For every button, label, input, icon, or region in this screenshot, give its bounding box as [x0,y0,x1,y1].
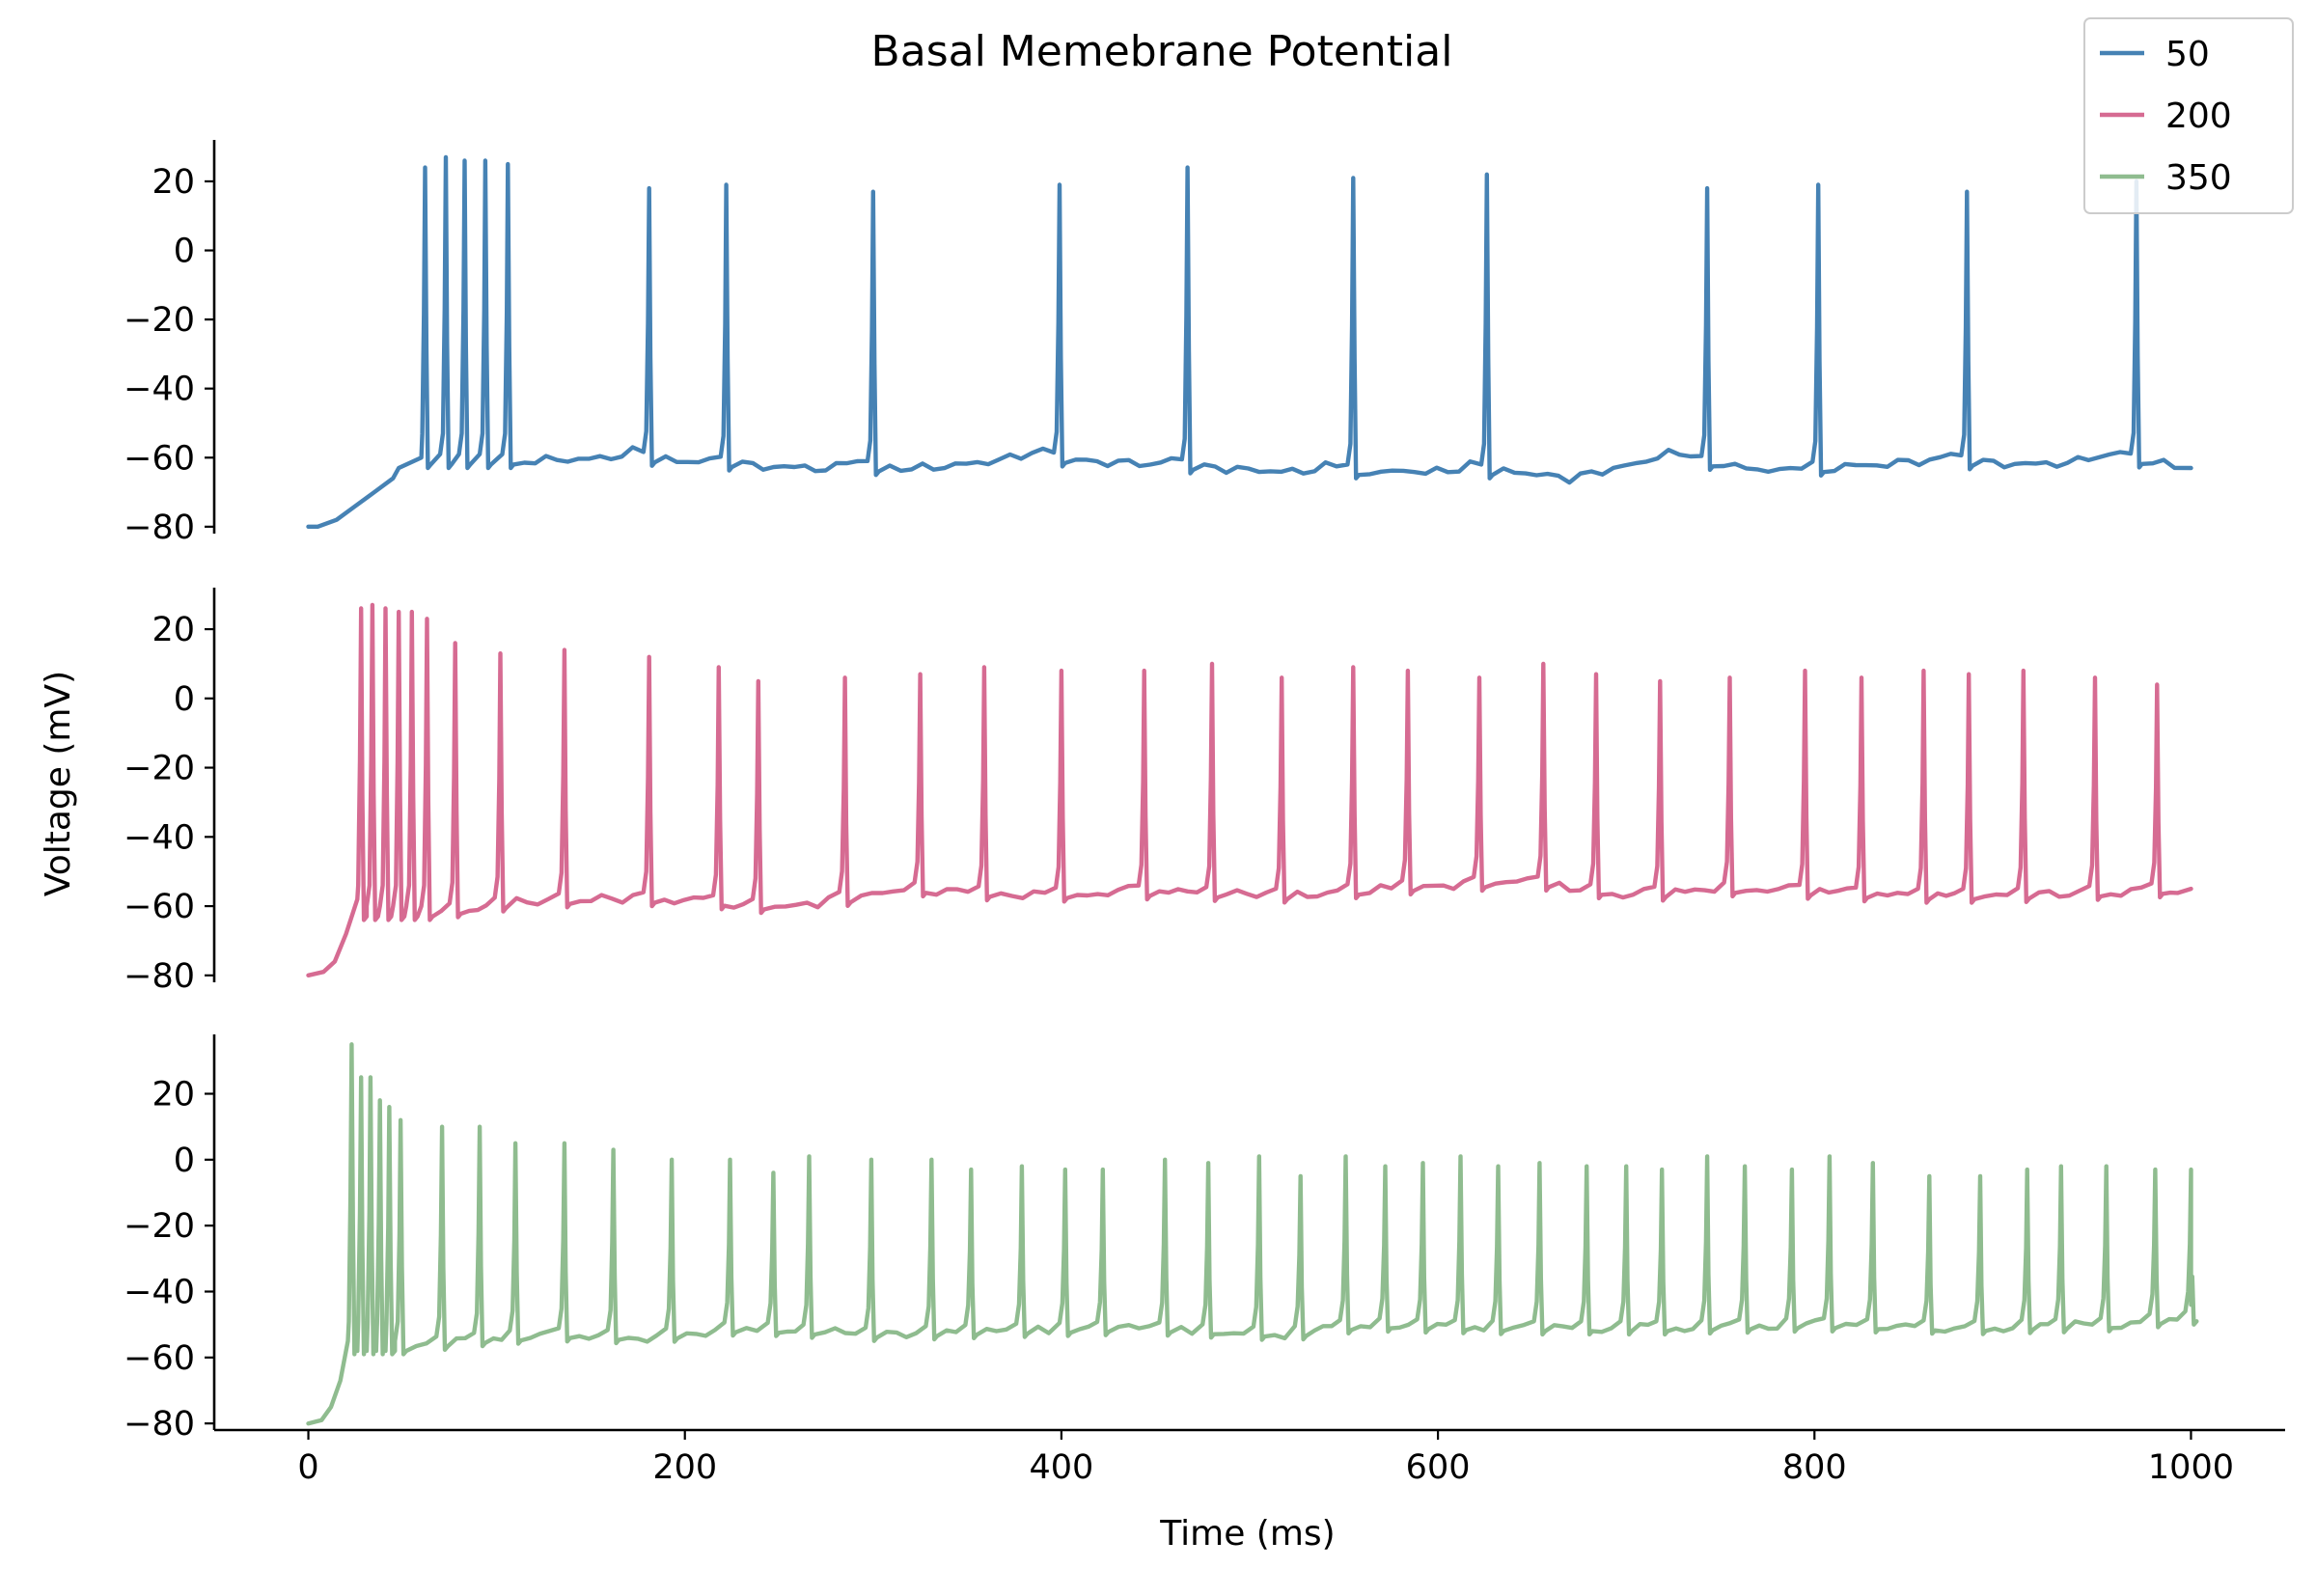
y-tick-label: 0 [174,233,195,271]
y-tick-label: 0 [174,1142,195,1180]
y-tick-label: −20 [124,301,195,340]
y-tick-label: −60 [124,888,195,926]
y-tick-label: 20 [152,1076,195,1114]
chart-title: Basal Memebrane Potential [871,27,1453,76]
legend-label-200: 200 [2165,96,2232,136]
x-tick-label: 600 [1406,1448,1471,1487]
y-tick-label: −60 [124,1339,195,1378]
legend-label-50: 50 [2165,35,2210,74]
x-axis: 0 200 400 600 800 1000 [214,1428,2285,1487]
y-tick-label: −20 [124,750,195,788]
x-tick-label: 200 [652,1448,717,1487]
subplot-panels: −80−60−40−20020−80−60−40−20020−80−60−40−… [124,140,2199,1444]
subplot-50: −80 −60 −40 −20 0 20 [124,140,2193,547]
x-tick-label: 800 [1782,1448,1847,1487]
y-axis-label: Voltage (mV) [39,671,78,896]
y-tick-label: −40 [124,1274,195,1312]
x-tick-label: 400 [1030,1448,1094,1487]
y-tick-label: −60 [124,439,195,478]
subplot-200: −80 −60 −40 −20 0 20 [124,588,2193,996]
subplot-350: −80 −60 −40 −20 0 20 [124,1034,2199,1444]
y-tick-label: −80 [124,509,195,547]
y-tick-label: −80 [124,957,195,996]
x-axis-label: Time (ms) [1159,1514,1335,1554]
series-line-50 [306,154,2193,529]
y-tick-label: −40 [124,818,195,857]
chart-legend: 50 200 350 [2083,17,2294,214]
legend-label-350: 350 [2165,158,2232,198]
series-line-200 [306,602,2193,977]
x-tick-label: 1000 [2148,1448,2234,1487]
legend-frame [2083,17,2294,214]
y-tick-label: −40 [124,371,195,409]
series-line-350 [306,1042,2199,1426]
y-tick-label: −80 [124,1405,195,1444]
y-tick-label: 20 [152,611,195,649]
x-tick-label: 0 [297,1448,318,1487]
y-tick-label: −20 [124,1207,195,1246]
y-tick-label: 20 [152,163,195,202]
y-tick-label: 0 [174,680,195,719]
